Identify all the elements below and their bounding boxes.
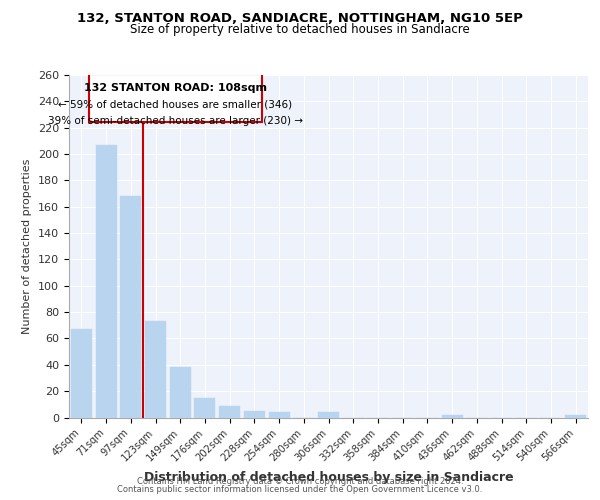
Bar — [95, 145, 116, 417]
Text: 132 STANTON ROAD: 108sqm: 132 STANTON ROAD: 108sqm — [84, 83, 267, 93]
Bar — [120, 196, 141, 418]
Bar — [269, 412, 290, 418]
Text: 132, STANTON ROAD, SANDIACRE, NOTTINGHAM, NG10 5EP: 132, STANTON ROAD, SANDIACRE, NOTTINGHAM… — [77, 12, 523, 26]
Bar — [89, 74, 262, 122]
Bar — [565, 415, 586, 418]
Bar — [145, 322, 166, 418]
Bar — [194, 398, 215, 417]
Bar — [442, 415, 463, 418]
Text: 39% of semi-detached houses are larger (230) →: 39% of semi-detached houses are larger (… — [48, 116, 303, 126]
Bar — [219, 406, 240, 417]
Text: Size of property relative to detached houses in Sandiacre: Size of property relative to detached ho… — [130, 22, 470, 36]
Text: Contains public sector information licensed under the Open Government Licence v3: Contains public sector information licen… — [118, 485, 482, 494]
Bar — [71, 329, 92, 418]
Text: Contains HM Land Registry data © Crown copyright and database right 2024.: Contains HM Land Registry data © Crown c… — [137, 477, 463, 486]
Bar — [318, 412, 339, 418]
Bar — [244, 411, 265, 418]
Y-axis label: Number of detached properties: Number of detached properties — [22, 158, 32, 334]
Text: ← 59% of detached houses are smaller (346): ← 59% of detached houses are smaller (34… — [58, 100, 292, 110]
X-axis label: Distribution of detached houses by size in Sandiacre: Distribution of detached houses by size … — [143, 471, 514, 484]
Bar — [170, 368, 191, 418]
